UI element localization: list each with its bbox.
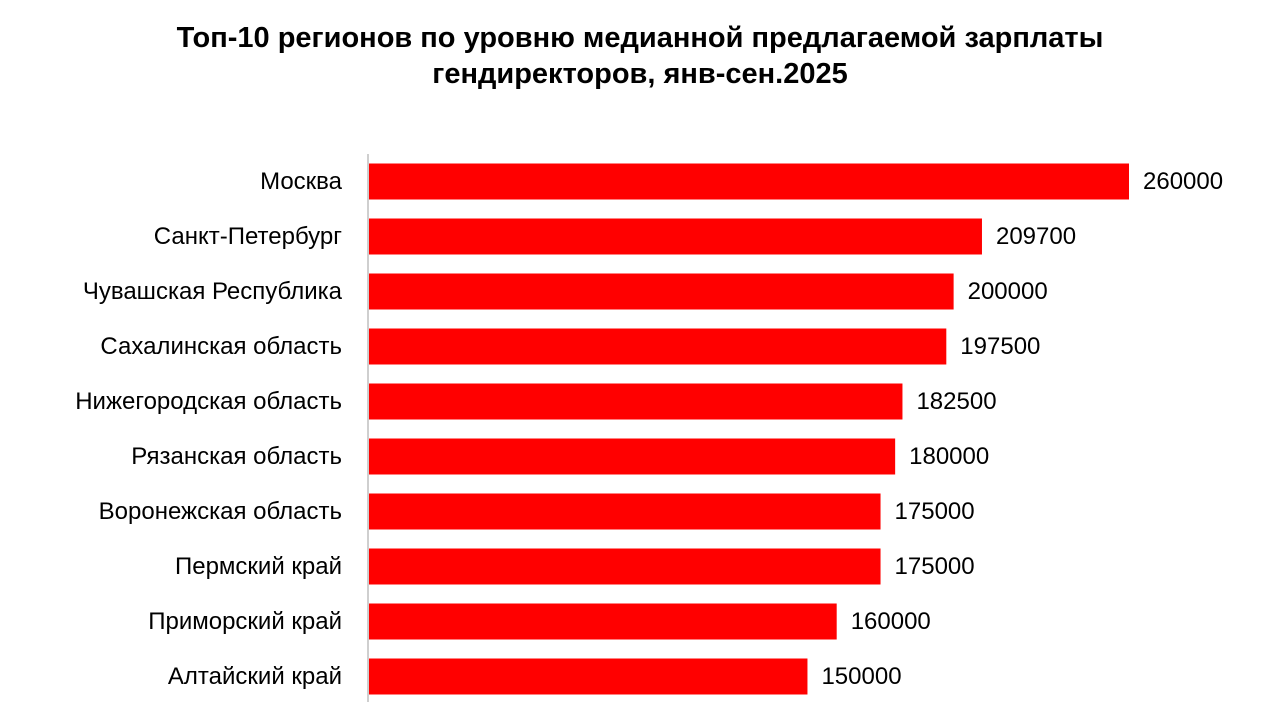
value-label: 260000 (1143, 168, 1223, 195)
value-label: 180000 (909, 443, 989, 470)
bar-7 (369, 548, 881, 585)
value-label: 209700 (996, 223, 1076, 250)
bar-9 (369, 658, 808, 695)
value-label: 150000 (821, 663, 901, 690)
chart-title: Топ-10 регионов по уровню медианной пред… (0, 20, 1280, 92)
bar-1 (369, 218, 982, 255)
bar-0 (369, 163, 1129, 200)
category-label: Приморский край (148, 608, 342, 635)
chart-title-line-2: гендиректоров, янв-сен.2025 (432, 58, 848, 90)
bar-2 (369, 273, 954, 310)
category-label: Москва (260, 168, 343, 195)
value-label: 175000 (895, 553, 975, 580)
category-label: Пермский край (175, 553, 342, 580)
bar-3 (369, 328, 947, 365)
bar-4 (369, 383, 903, 420)
category-label: Сахалинская область (100, 333, 342, 360)
bar-5 (369, 438, 896, 475)
value-label: 197500 (960, 333, 1040, 360)
category-label: Воронежская область (99, 498, 342, 525)
chart-title-line-1: Топ-10 регионов по уровню медианной пред… (176, 22, 1104, 54)
category-label: Рязанская область (131, 443, 342, 470)
category-label: Чувашская Республика (83, 278, 343, 305)
category-label: Нижегородская область (75, 388, 342, 415)
value-label: 175000 (895, 498, 975, 525)
value-label: 182500 (916, 388, 996, 415)
bar-6 (369, 493, 881, 530)
value-label: 200000 (968, 278, 1048, 305)
category-label: Санкт-Петербург (154, 223, 342, 250)
category-label: Алтайский край (168, 663, 342, 690)
bar-8 (369, 603, 837, 640)
value-label: 160000 (851, 608, 931, 635)
